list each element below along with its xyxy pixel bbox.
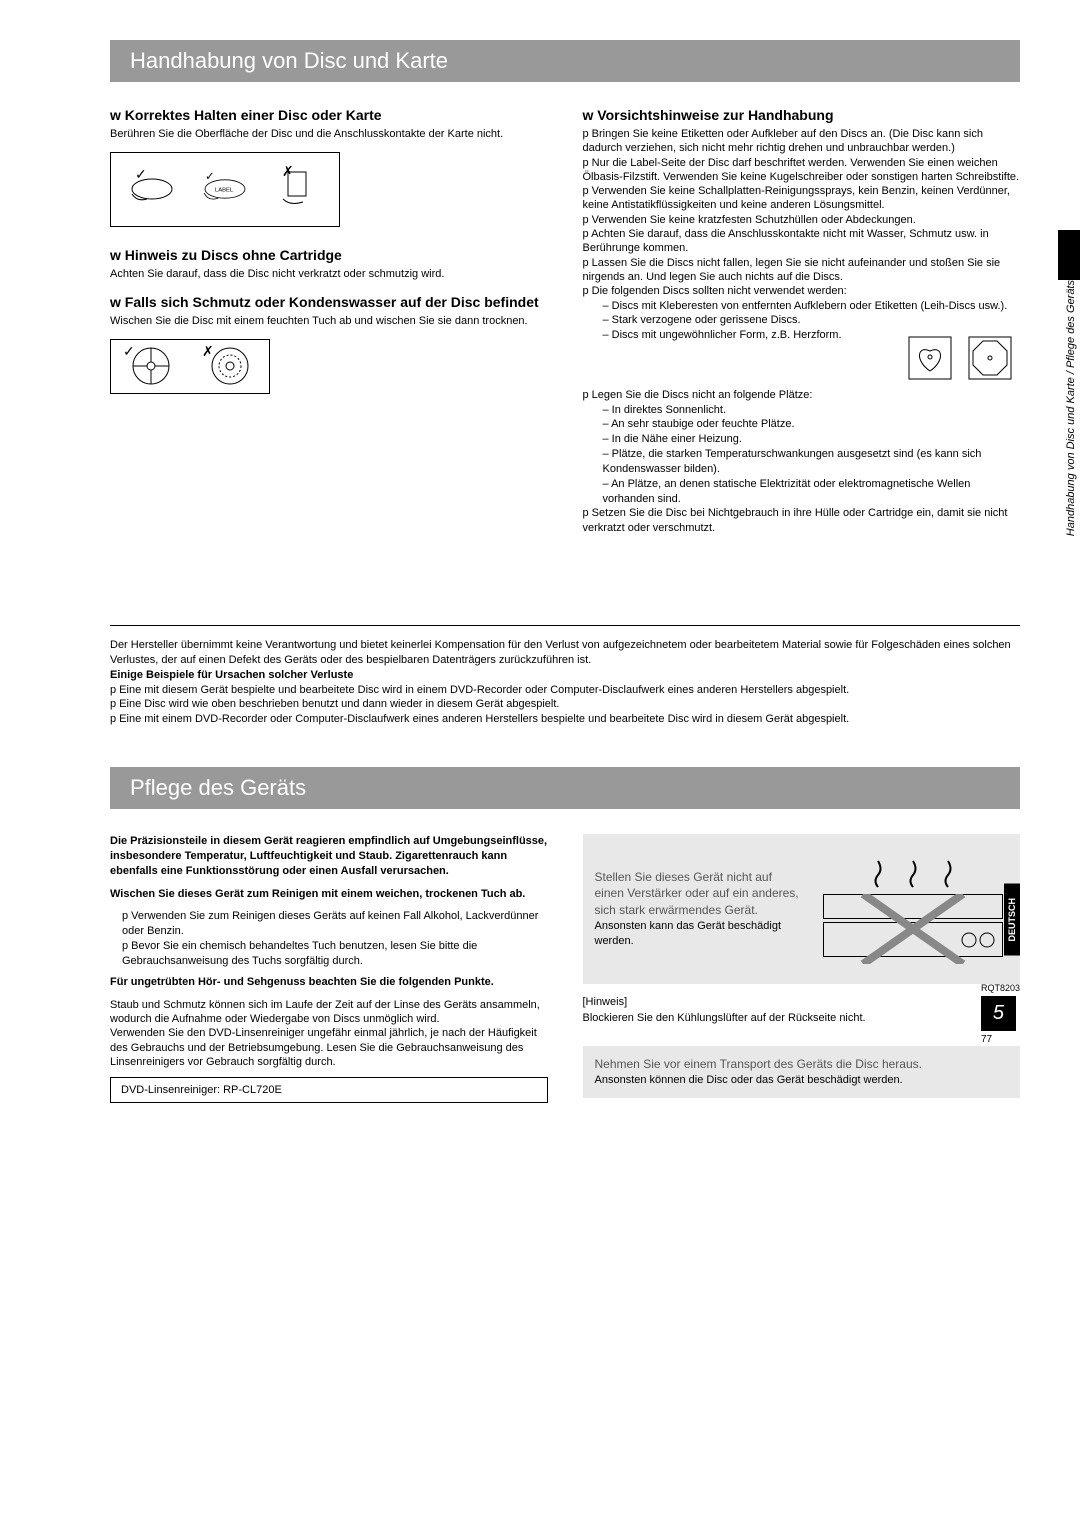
disclaimer-b2: p Eine Disc wird wie oben beschrieben be… xyxy=(110,697,1020,712)
right-b2: p Nur die Label-Seite der Disc darf besc… xyxy=(583,156,1021,185)
dial-icon xyxy=(957,930,997,950)
left-h1: w Korrektes Halten einer Disc oder Karte xyxy=(110,107,548,123)
warn1-text: Ansonsten kann das Gerät beschädigt werd… xyxy=(595,919,804,950)
clean-radial-icon: ✓ xyxy=(121,344,181,389)
svg-text:✓: ✓ xyxy=(205,170,215,183)
page-number-box: RQT8203 5 77 xyxy=(981,983,1020,1045)
right-s7: – Plätze, die starken Temperaturschwanku… xyxy=(583,447,1021,477)
transport-warning-box: Nehmen Sie vor einem Transport des Gerät… xyxy=(583,1046,1021,1098)
odd-disc-illustration xyxy=(900,328,1020,388)
care-p4: Staub und Schmutz können sich im Laufe d… xyxy=(110,998,548,1027)
care-b2: p Bevor Sie ein chemisch behandeltes Tuc… xyxy=(110,939,548,969)
section2-columns: Die Präzisionsteile in diesem Gerät reag… xyxy=(110,834,1020,1110)
heat-wave-icon xyxy=(941,859,956,889)
hand-disc-icon: ✓ xyxy=(127,164,177,214)
disc-cleaning-illustration: ✓ ✗ xyxy=(110,339,270,394)
heart-disc-icon xyxy=(905,333,955,383)
right-b5: p Achten Sie darauf, dass die Anschlussk… xyxy=(583,227,1021,256)
left-p1: Berühren Sie die Oberfläche der Disc und… xyxy=(110,127,548,142)
right-s1: – Discs mit Kleberesten von entfernten A… xyxy=(583,299,1021,314)
svg-text:✗: ✗ xyxy=(282,164,294,179)
heat-wave-icon xyxy=(906,859,921,889)
section2: Pflege des Geräts Die Präzisionsteile in… xyxy=(110,767,1020,1110)
right-s8: – An Plätze, an denen statische Elektriz… xyxy=(583,477,1021,507)
care-p2: Wischen Sie dieses Gerät zum Reinigen mi… xyxy=(110,887,548,902)
disclaimer-b3: p Eine mit einem DVD-Recorder oder Compu… xyxy=(110,712,1020,727)
svg-text:✓: ✓ xyxy=(123,344,135,359)
warn1-title: Stellen Sie dieses Gerät nicht auf einen… xyxy=(595,869,804,919)
right-h1: w Vorsichtshinweise zur Handhabung xyxy=(583,107,1021,123)
page-number: 5 xyxy=(981,996,1016,1031)
disclaimer-b1: p Eine mit diesem Gerät bespielte und be… xyxy=(110,683,1020,698)
section2-right-col: Stellen Sie dieses Gerät nicht auf einen… xyxy=(583,834,1021,1110)
right-b6: p Lassen Sie die Discs nicht fallen, leg… xyxy=(583,256,1021,285)
care-b1: p Verwenden Sie zum Reinigen dieses Gerä… xyxy=(110,909,548,939)
svg-text:✓: ✓ xyxy=(135,166,147,182)
heat-warning-box: Stellen Sie dieses Gerät nicht auf einen… xyxy=(583,834,1021,984)
section1-title: Handhabung von Disc und Karte xyxy=(110,40,1020,82)
vertical-section-label: Handhabung von Disc und Karte / Pflege d… xyxy=(1065,280,1077,536)
language-tab: DEUTSCH xyxy=(1004,884,1020,956)
right-s5: – An sehr staubige oder feuchte Plätze. xyxy=(583,417,1021,432)
hinweis-label: [Hinweis] xyxy=(583,996,1021,1008)
right-b1: p Bringen Sie keine Etiketten oder Aufkl… xyxy=(583,127,1021,156)
left-h3: w Falls sich Schmutz oder Kondenswasser … xyxy=(110,294,548,310)
warn2-title: Nehmen Sie vor einem Transport des Gerät… xyxy=(595,1056,1009,1073)
left-p2: Achten Sie darauf, dass die Disc nicht v… xyxy=(110,267,548,282)
hand-disc-label-icon: LABEL ✓ xyxy=(200,164,250,214)
right-b7: p Die folgenden Discs sollten nicht verw… xyxy=(583,284,1021,298)
left-h2: w Hinweis zu Discs ohne Cartridge xyxy=(110,247,548,263)
right-s2: – Stark verzogene oder gerissene Discs. xyxy=(583,313,1021,328)
section1-right-col: w Vorsichtshinweise zur Handhabung p Bri… xyxy=(583,107,1021,535)
clean-circular-icon: ✗ xyxy=(200,344,260,389)
heat-wave-icon xyxy=(871,859,886,889)
care-p1: Die Präzisionsteile in diesem Gerät reag… xyxy=(110,834,548,879)
disclaimer-h1: Einige Beispiele für Ursachen solcher Ve… xyxy=(110,668,1020,683)
side-tab xyxy=(1058,230,1080,280)
section1-columns: w Korrektes Halten einer Disc oder Karte… xyxy=(110,107,1020,535)
section2-title: Pflege des Geräts xyxy=(110,767,1020,809)
sub-page-number: 77 xyxy=(981,1034,1020,1045)
right-s4: – In direktes Sonnenlicht. xyxy=(583,403,1021,418)
warn2-text: Ansonsten können die Disc oder das Gerät… xyxy=(595,1073,1009,1088)
left-p3: Wischen Sie die Disc mit einem feuchten … xyxy=(110,314,548,329)
disclaimer-box: Der Hersteller übernimmt keine Verantwor… xyxy=(110,625,1020,727)
section1-left-col: w Korrektes Halten einer Disc oder Karte… xyxy=(110,107,548,535)
disc-handling-illustration: ✓ LABEL ✓ ✗ xyxy=(110,152,340,227)
octagon-disc-icon xyxy=(965,333,1015,383)
right-b9: p Setzen Sie die Disc bei Nichtgebrauch … xyxy=(583,506,1021,535)
svg-text:✗: ✗ xyxy=(202,344,214,359)
disclaimer-p1: Der Hersteller übernimmt keine Verantwor… xyxy=(110,638,1020,668)
svg-text:LABEL: LABEL xyxy=(215,188,234,194)
rqt-code: RQT8203 xyxy=(981,983,1020,993)
care-p5: Verwenden Sie den DVD-Linsenreiniger ung… xyxy=(110,1026,548,1069)
right-b4: p Verwenden Sie keine kratzfesten Schutz… xyxy=(583,213,1021,227)
hand-card-icon: ✗ xyxy=(273,164,323,214)
lens-cleaner-box: DVD-Linsenreiniger: RP-CL720E xyxy=(110,1077,548,1103)
right-b8: p Legen Sie die Discs nicht an folgende … xyxy=(583,388,1021,402)
stacked-device-illustration xyxy=(818,844,1008,974)
section2-left-col: Die Präzisionsteile in diesem Gerät reag… xyxy=(110,834,548,1110)
care-p3: Für ungetrübten Hör- und Sehgenuss beach… xyxy=(110,975,548,990)
hinweis-text: Blockieren Sie den Kühlungslüfter auf de… xyxy=(583,1011,1021,1026)
right-s6: – In die Nähe einer Heizung. xyxy=(583,432,1021,447)
right-b3: p Verwenden Sie keine Schallplatten-Rein… xyxy=(583,184,1021,213)
